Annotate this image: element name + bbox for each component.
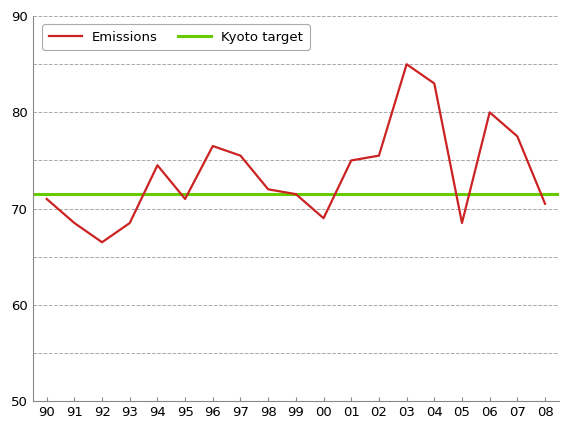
Legend: Emissions, Kyoto target: Emissions, Kyoto target: [42, 24, 310, 50]
